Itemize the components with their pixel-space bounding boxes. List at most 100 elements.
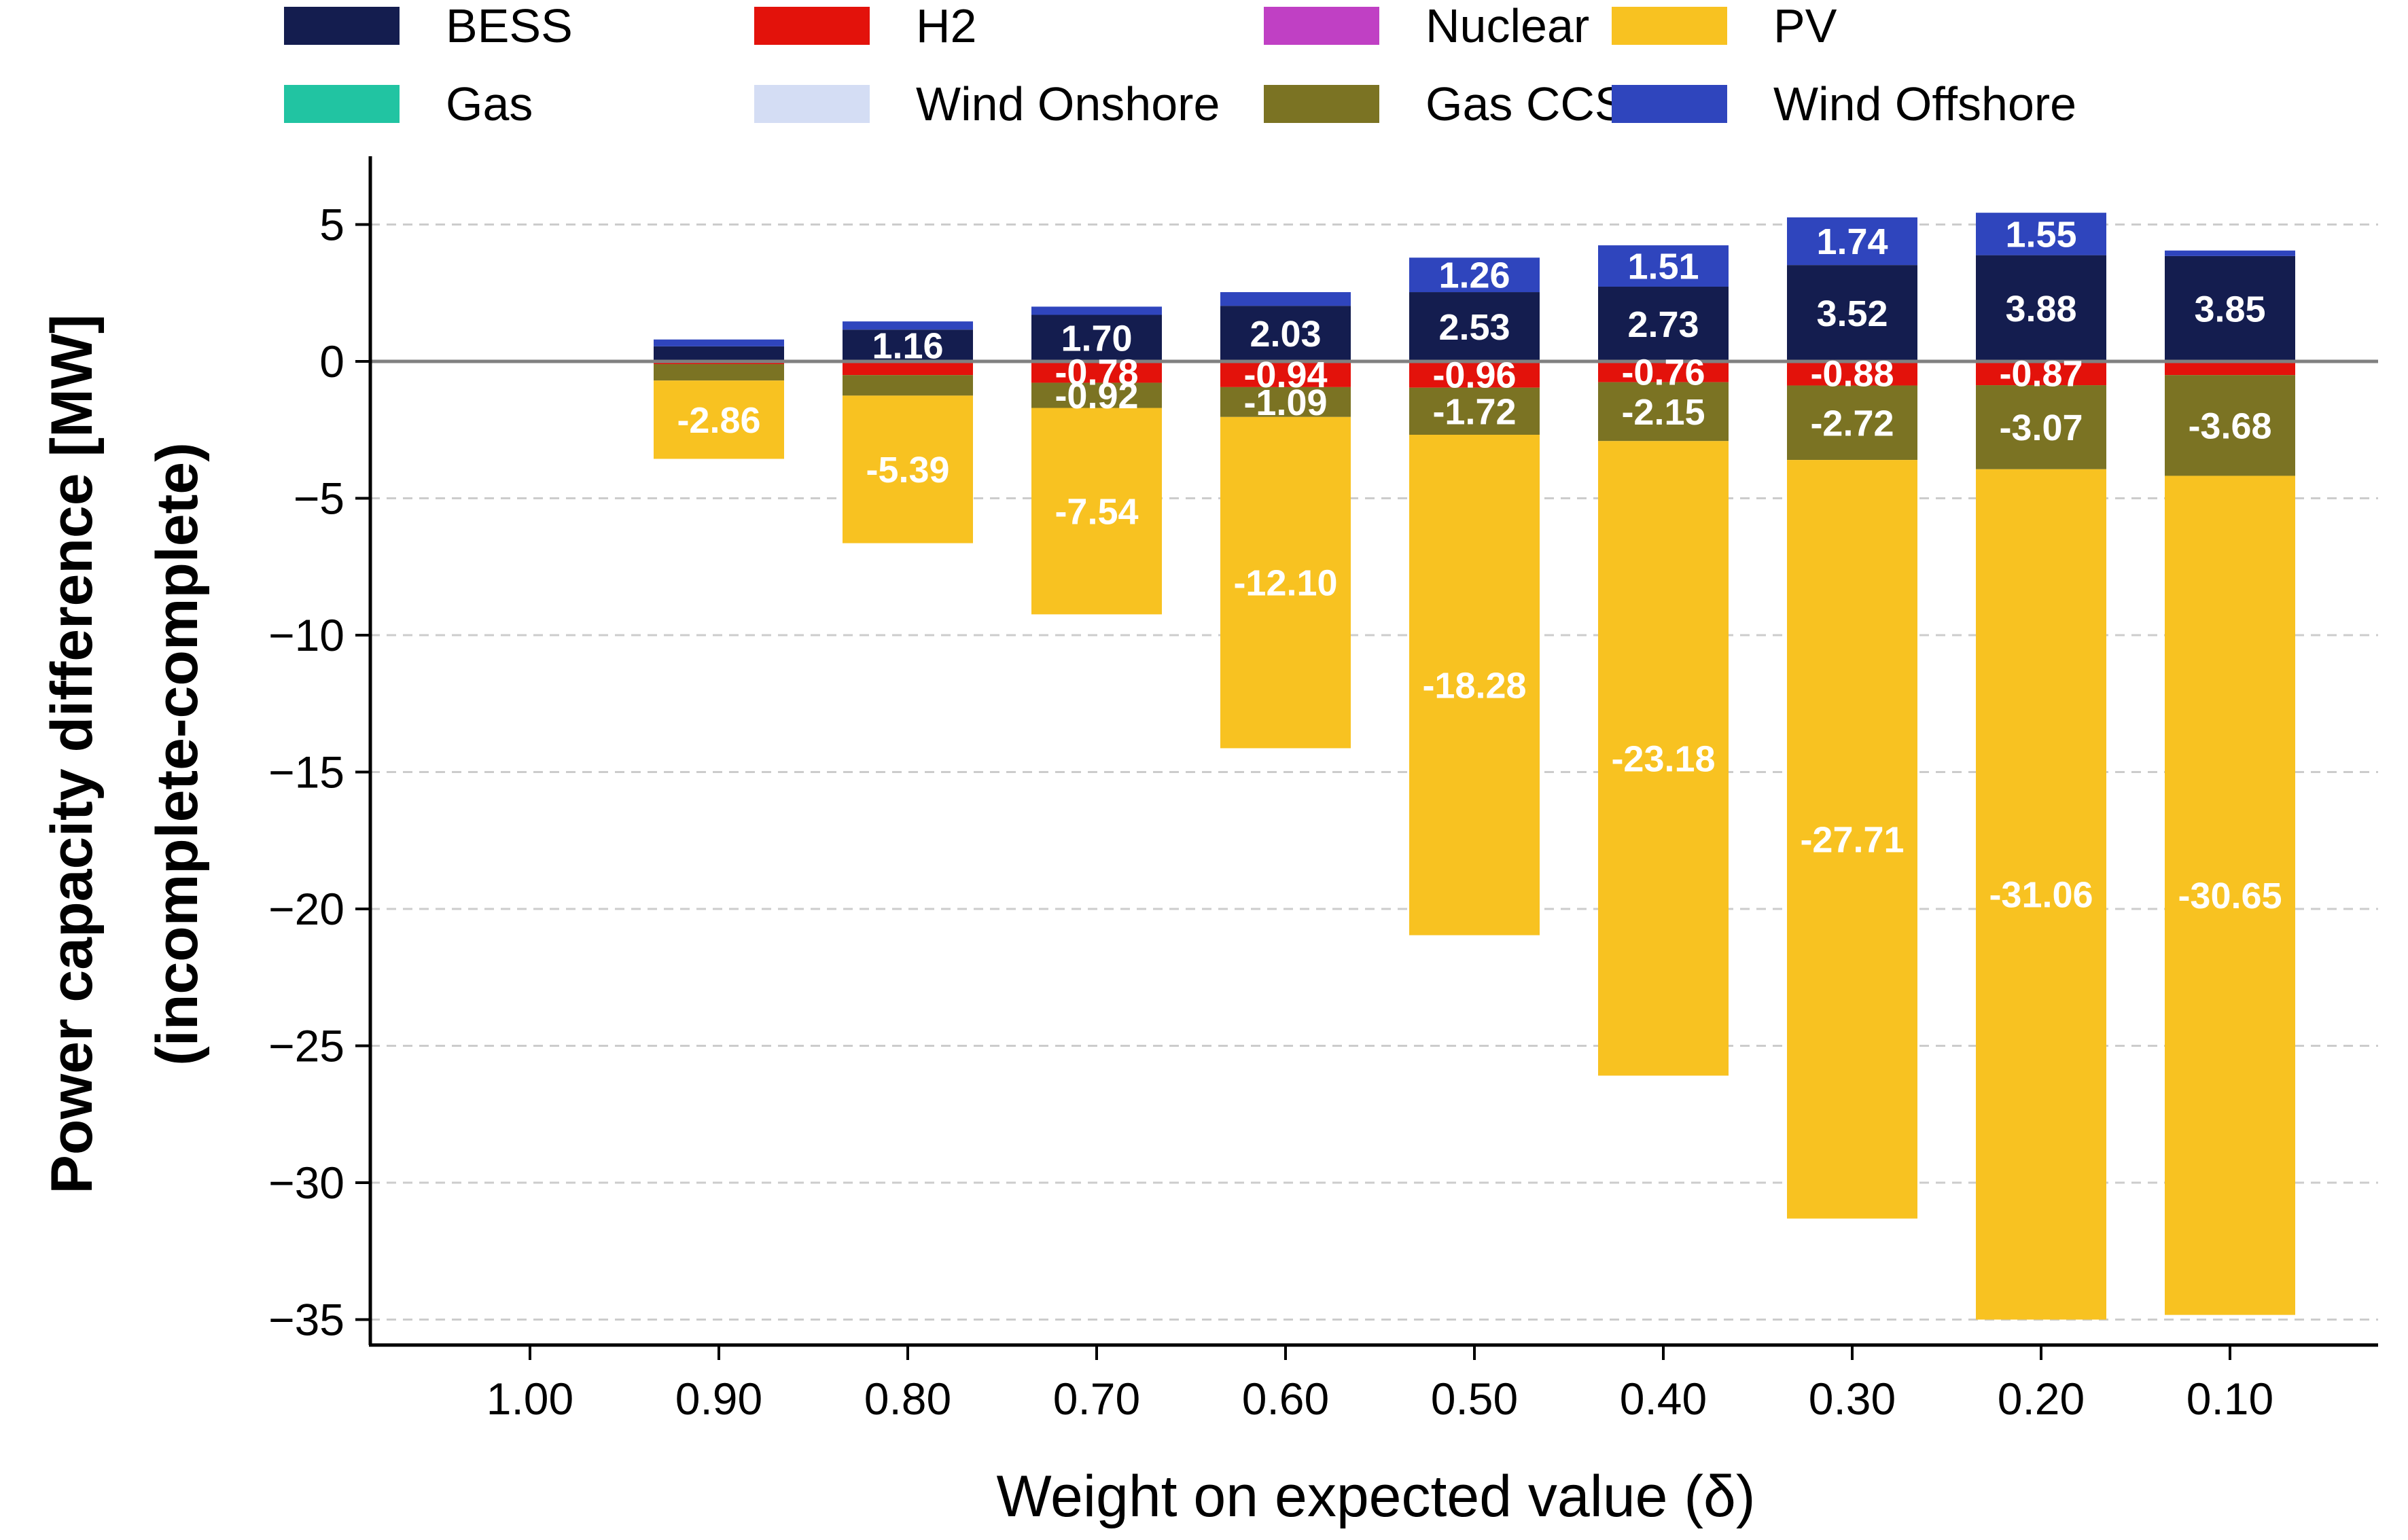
bar-label: -31.06: [1989, 875, 2093, 916]
bar-pv: [1031, 408, 1162, 615]
bar-wind-offshore: [654, 339, 784, 346]
bar-wind-offshore: [1976, 213, 2106, 255]
bar-pv: [843, 395, 973, 543]
bar-label: -18.28: [1422, 665, 1526, 706]
y-tick-label: 0: [319, 336, 344, 387]
bar-wind-offshore: [1220, 292, 1351, 306]
bar-label: 3.88: [2005, 289, 2076, 329]
bar-label: -1.72: [1432, 391, 1516, 432]
bar-label: -0.94: [1243, 355, 1327, 395]
x-tick-label: 0.90: [675, 1374, 762, 1424]
legend-swatch-nuclear: [1264, 7, 1379, 45]
bar-pv: [654, 380, 784, 459]
bar-wind-offshore: [1031, 306, 1162, 315]
axes: [355, 156, 2378, 1360]
legend-swatch-wind-onshore: [754, 85, 870, 123]
bar-label: -5.39: [866, 450, 949, 490]
x-tick-label: 0.40: [1620, 1374, 1707, 1424]
legend-label-pv: PV: [1773, 0, 1837, 52]
x-tick-label: 0.60: [1242, 1374, 1329, 1424]
bar-pv: [2165, 476, 2295, 1315]
y-tick-label: −20: [268, 884, 344, 934]
bar-wind-offshore: [1787, 217, 1917, 266]
bar-label: -0.88: [1810, 354, 1894, 395]
legend-label-bess: BESS: [446, 0, 573, 52]
bar-label: -0.78: [1055, 353, 1138, 393]
bar-gas-ccs: [1787, 385, 1917, 461]
bar-h2: [1787, 361, 1917, 386]
y-tick-label: −30: [268, 1158, 344, 1208]
bar-bess: [1598, 286, 1729, 361]
bar-label: -3.68: [2188, 406, 2271, 446]
bar-h2: [1598, 361, 1729, 382]
bar-gas-ccs: [1031, 382, 1162, 408]
legend-swatch-h2: [754, 7, 870, 45]
legend-label-nuclear: Nuclear: [1426, 0, 1589, 52]
bars: [654, 213, 2295, 1320]
bar-label: -30.65: [2178, 876, 2282, 916]
bar-label: 2.73: [1627, 304, 1699, 345]
bar-label: -0.76: [1621, 352, 1705, 393]
bar-gas-ccs: [843, 375, 973, 396]
x-tick-label: 0.20: [1998, 1374, 2085, 1424]
bar-label: -3.07: [1999, 408, 2083, 448]
legend-swatch-bess: [284, 7, 400, 45]
bar-label: -2.72: [1810, 403, 1894, 444]
bar-label: -23.18: [1611, 738, 1715, 779]
bar-bess: [1031, 315, 1162, 361]
bar-bess: [1976, 255, 2106, 361]
bar-label: -2.86: [677, 400, 760, 441]
legend-label-gas: Gas: [446, 77, 533, 130]
bar-label: 3.85: [2194, 289, 2265, 329]
x-tick-label: 0.10: [2186, 1374, 2273, 1424]
legend-swatch-gas: [284, 85, 400, 123]
bar-label: 2.03: [1250, 314, 1321, 355]
legend-swatch-pv: [1612, 7, 1727, 45]
x-tick-label: 1.00: [486, 1374, 573, 1424]
y-tick-label: −25: [268, 1021, 344, 1071]
y-axis-label-subtitle: (incomplete-complete): [145, 442, 210, 1065]
x-axis-label: Weight on expected value (δ): [996, 1464, 1755, 1529]
bar-label: -12.10: [1233, 563, 1337, 604]
x-tick-label: 0.50: [1431, 1374, 1518, 1424]
bar-labels: -2.861.16-5.391.70-0.78-0.92-7.542.03-0.…: [677, 214, 2282, 916]
y-tick-label: −10: [268, 610, 344, 660]
bar-label: 1.16: [872, 326, 943, 367]
bar-h2: [843, 361, 973, 376]
bar-label: 1.51: [1627, 247, 1699, 287]
bar-wind-offshore: [1409, 257, 1540, 293]
legend: BESS Gas H2 Wind Onshore Nuclear Gas CCS PV Win…: [284, 0, 2076, 130]
bar-gas-ccs: [2165, 375, 2295, 476]
bar-bess: [654, 346, 784, 361]
bar-bess: [1220, 306, 1351, 361]
bar-wind-offshore: [1598, 245, 1729, 287]
tick-labels: 5 0 −5 −10 −15 −20 −25 −30 −35 1.00 0.90 0.80 0.70 0.…: [268, 200, 2273, 1425]
y-axis-label: Power capacity difference [MW]: [39, 314, 105, 1194]
bar-gas-ccs: [1409, 387, 1540, 435]
legend-label-wind-offshore: Wind Offshore: [1773, 77, 2076, 130]
bar-gas-ccs: [654, 364, 784, 381]
bar-label: 1.55: [2005, 214, 2076, 255]
bar-label: -0.92: [1055, 376, 1138, 416]
bar-pv: [1976, 469, 2106, 1320]
bar-pv: [1220, 416, 1351, 749]
legend-label-wind-onshore: Wind Onshore: [916, 77, 1220, 130]
bar-pv: [1598, 441, 1729, 1076]
x-tick-label: 0.70: [1053, 1374, 1140, 1424]
bar-gas-ccs: [1598, 382, 1729, 442]
bar-h2: [1220, 361, 1351, 387]
bar-label: -7.54: [1055, 491, 1138, 532]
legend-swatch-wind-offshore: [1612, 85, 1727, 123]
bar-bess: [1409, 292, 1540, 361]
y-tick-label: −35: [268, 1295, 344, 1345]
bar-h2: [1031, 361, 1162, 383]
bar-gas-ccs: [1220, 387, 1351, 417]
bar-pv: [1787, 460, 1917, 1219]
y-tick-label: −5: [294, 473, 344, 524]
legend-label-h2: H2: [916, 0, 976, 52]
bar-label: -0.96: [1432, 355, 1516, 395]
grid-lines: [370, 223, 2378, 1321]
bar-bess: [2165, 255, 2295, 361]
legend-label-gas-ccs: Gas CCS: [1426, 77, 1627, 130]
